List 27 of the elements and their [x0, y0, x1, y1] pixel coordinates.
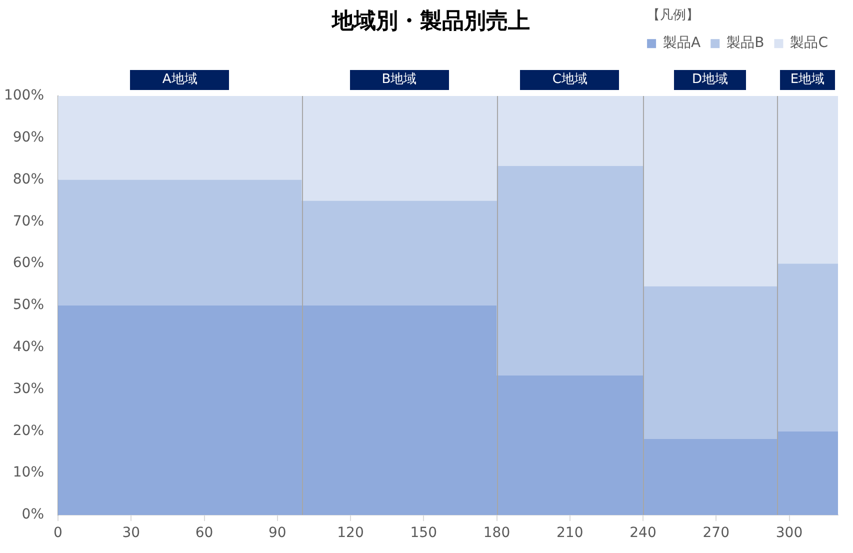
x-tick-label: 210 — [556, 525, 584, 542]
legend-label: 製品C — [790, 35, 828, 52]
x-tick-label: 270 — [702, 525, 730, 542]
legend-title: 【凡例】 — [647, 8, 700, 23]
y-tick-label: 60% — [12, 255, 44, 272]
y-tick-label: 90% — [12, 130, 44, 146]
x-tick-label: 120 — [337, 525, 364, 542]
x-tick-label: 240 — [630, 525, 656, 542]
y-tick-label: 30% — [12, 380, 44, 397]
x-tick-label: 0 — [54, 525, 62, 542]
legend-label: 製品B — [726, 35, 764, 52]
y-tick-label: 100% — [4, 88, 44, 104]
x-tick-label: 30 — [122, 525, 140, 542]
legend-label: 製品A — [663, 35, 702, 52]
y-tick-label: 80% — [12, 171, 44, 188]
y-tick-label: 50% — [12, 297, 44, 314]
y-tick-label: 20% — [12, 422, 44, 439]
chart-title: 地域別・製品別売上 — [332, 9, 530, 34]
x-tick-label: 60 — [195, 525, 214, 542]
x-tick-label: 180 — [483, 525, 510, 542]
x-tick-label: 300 — [776, 525, 803, 542]
y-tick-label: 10% — [12, 464, 44, 481]
x-tick-label: 150 — [410, 525, 437, 542]
y-tick-label: 70% — [12, 213, 44, 230]
y-tick-label: 40% — [12, 339, 44, 356]
y-tick-label: 0% — [22, 506, 44, 523]
x-tick-label: 90 — [268, 525, 286, 542]
